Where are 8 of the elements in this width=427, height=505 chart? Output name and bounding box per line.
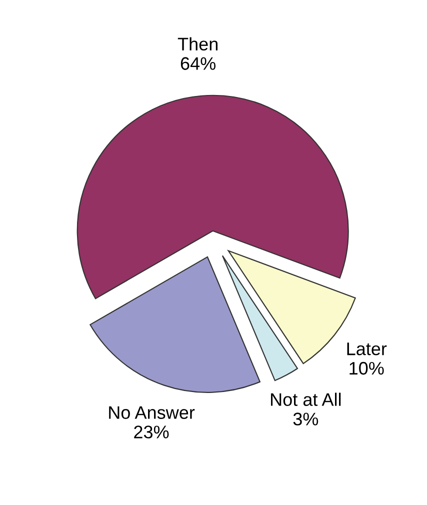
slice-label: Not at All	[271, 392, 341, 406]
data-label: 10%	[350, 362, 384, 375]
slice-label: Then	[178, 37, 218, 50]
slice-label: Later	[347, 342, 387, 356]
data-label: 23%	[134, 426, 169, 438]
slice-label: No Answer	[109, 406, 195, 419]
data-label: 64%	[180, 57, 216, 70]
data-label: 3%	[293, 412, 318, 426]
